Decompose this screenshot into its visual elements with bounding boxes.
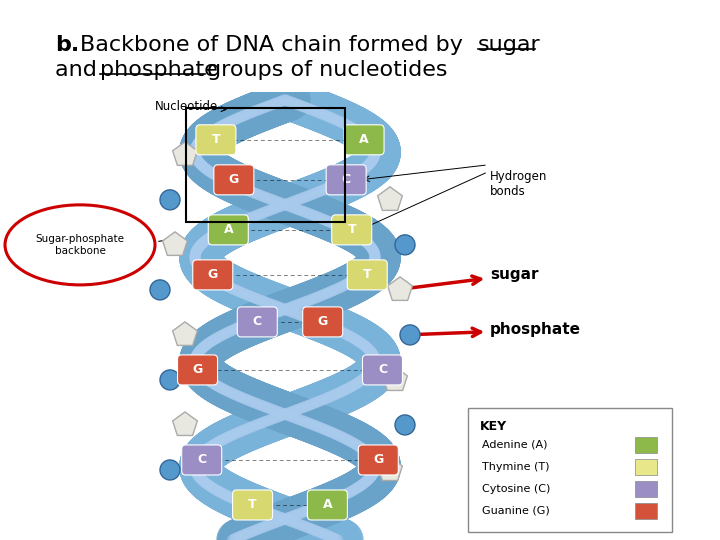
Text: Adenine (A): Adenine (A) [482, 440, 547, 450]
Text: Hydrogen
bonds: Hydrogen bonds [490, 170, 547, 198]
Text: b.: b. [55, 35, 79, 55]
FancyBboxPatch shape [196, 125, 236, 155]
Bar [635, 437, 657, 453]
Text: C: C [197, 454, 206, 467]
Circle shape [160, 370, 180, 390]
FancyBboxPatch shape [362, 355, 402, 385]
FancyBboxPatch shape [178, 355, 217, 385]
Text: T: T [248, 498, 257, 511]
FancyBboxPatch shape [208, 215, 248, 245]
Bar [635, 503, 657, 519]
Text: Thymine (T): Thymine (T) [482, 462, 549, 472]
Text: T: T [348, 224, 356, 237]
FancyBboxPatch shape [347, 260, 387, 290]
Text: Sugar-phosphate
backbone: Sugar-phosphate backbone [35, 234, 125, 255]
Text: C: C [378, 363, 387, 376]
Text: G: G [207, 268, 218, 281]
FancyBboxPatch shape [326, 165, 366, 195]
FancyBboxPatch shape [233, 490, 273, 520]
Text: Nucleotide: Nucleotide [155, 100, 226, 113]
Text: KEY: KEY [480, 420, 507, 433]
Text: A: A [323, 498, 332, 511]
FancyBboxPatch shape [332, 215, 372, 245]
Bar [635, 481, 657, 497]
Text: phosphate: phosphate [408, 322, 581, 338]
Text: Backbone of DNA chain formed by: Backbone of DNA chain formed by [80, 35, 470, 55]
Text: sugar: sugar [397, 267, 539, 289]
Circle shape [395, 235, 415, 255]
Circle shape [395, 415, 415, 435]
Text: phosphate: phosphate [100, 60, 217, 80]
FancyBboxPatch shape [359, 445, 398, 475]
Circle shape [400, 325, 420, 345]
Text: groups of nucleotides: groups of nucleotides [207, 60, 448, 80]
Text: C: C [341, 173, 351, 186]
Text: T: T [363, 268, 372, 281]
FancyBboxPatch shape [181, 445, 222, 475]
Text: Cytosine (C): Cytosine (C) [482, 484, 550, 494]
Text: C: C [253, 315, 262, 328]
Text: G: G [229, 173, 239, 186]
Circle shape [150, 280, 170, 300]
Text: G: G [373, 454, 384, 467]
Circle shape [160, 460, 180, 480]
FancyBboxPatch shape [193, 260, 233, 290]
FancyBboxPatch shape [344, 125, 384, 155]
Text: and: and [55, 60, 104, 80]
Text: A: A [223, 224, 233, 237]
FancyBboxPatch shape [302, 307, 343, 337]
FancyBboxPatch shape [238, 307, 277, 337]
Text: sugar: sugar [478, 35, 541, 55]
FancyBboxPatch shape [307, 490, 348, 520]
FancyBboxPatch shape [468, 408, 672, 532]
Text: T: T [212, 133, 220, 146]
Circle shape [160, 190, 180, 210]
Text: G: G [318, 315, 328, 328]
Text: Guanine (G): Guanine (G) [482, 506, 550, 516]
Text: G: G [192, 363, 202, 376]
Bar [635, 459, 657, 475]
FancyBboxPatch shape [214, 165, 254, 195]
Text: A: A [359, 133, 369, 146]
